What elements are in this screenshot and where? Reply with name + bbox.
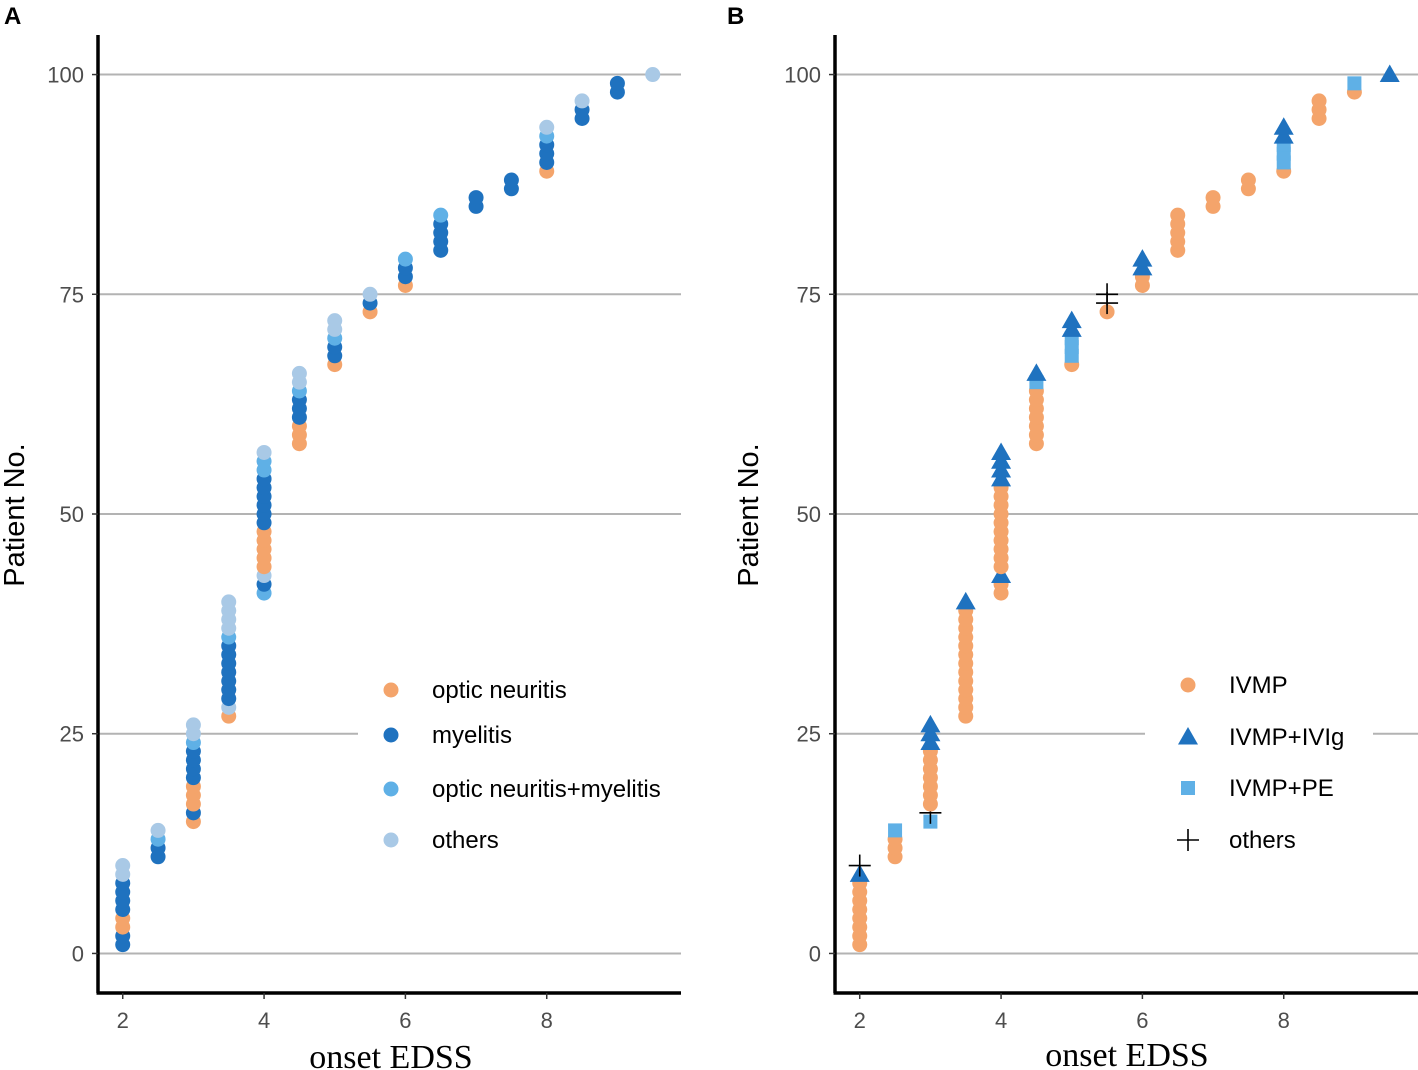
y-tick-label: 0 [72, 941, 84, 966]
data-point [362, 286, 378, 302]
y-tick-label: 100 [47, 63, 84, 88]
data-point [991, 565, 1012, 584]
data-points [115, 67, 661, 953]
data-point [185, 717, 201, 733]
legend-marker [383, 727, 399, 743]
y-tick-label: 100 [784, 63, 821, 88]
y-tick-label: 25 [797, 722, 821, 747]
x-tick-label: 8 [1278, 1008, 1290, 1033]
data-point [1061, 319, 1082, 337]
data-point [1273, 117, 1294, 135]
y-axis-title: Patient No. [0, 443, 31, 586]
legend-marker [1178, 727, 1198, 745]
data-point [503, 172, 519, 188]
data-point [991, 460, 1012, 478]
legend-box [1145, 658, 1373, 864]
legend-marker [1177, 829, 1199, 851]
legend-label: myelitis [432, 722, 512, 749]
legend-marker [1181, 781, 1195, 795]
data-point [1240, 172, 1256, 188]
data-point [1347, 76, 1362, 91]
data-point [645, 67, 661, 83]
data-point [1132, 257, 1153, 276]
tick-labels: 0 25 50 75 100 2 4 6 8 [784, 63, 1290, 1033]
legend-marker [383, 682, 399, 698]
data-point [991, 468, 1012, 487]
data-point [1096, 283, 1119, 306]
y-tick-label: 50 [60, 502, 84, 527]
legend-box [358, 660, 688, 862]
data-point [991, 451, 1012, 469]
legend-marker [383, 832, 399, 848]
legend: optic neuritis myelitis optic neuritis+mye… [383, 677, 661, 854]
y-tick-label: 25 [60, 722, 84, 747]
y-tick-label: 75 [60, 282, 84, 307]
data-point [1170, 207, 1186, 223]
data-point [1311, 93, 1327, 109]
y-tick-label: 0 [809, 941, 821, 966]
data-point [150, 822, 166, 838]
data-point [1205, 190, 1221, 206]
legend: IVMP IVMP+IVIg IVMP+PE others [1177, 672, 1344, 854]
y-tick-label: 50 [797, 502, 821, 527]
x-tick-label: 2 [117, 1008, 129, 1033]
legend-label: optic neuritis+myelitis [432, 776, 661, 803]
panel-letter: A [4, 3, 21, 30]
data-point [609, 75, 625, 91]
data-point [888, 823, 903, 838]
legend-marker [383, 781, 399, 797]
data-point [291, 365, 307, 381]
legend-label: IVMP+IVIg [1229, 724, 1344, 751]
data-point [433, 207, 449, 223]
data-point [991, 442, 1012, 460]
legend-label: others [432, 827, 499, 854]
data-point [920, 732, 941, 751]
data-point [221, 594, 237, 610]
data-point [1061, 310, 1082, 329]
data-point [920, 723, 941, 742]
y-tick-label: 75 [797, 282, 821, 307]
x-axis-title: onset EDSS [309, 1039, 472, 1070]
tick-labels: 0 25 50 75 100 2 4 6 8 [47, 63, 553, 1033]
x-tick-label: 6 [1136, 1008, 1148, 1033]
legend-label: IVMP+PE [1229, 775, 1334, 802]
x-tick-label: 4 [995, 1008, 1007, 1033]
legend-background [1145, 658, 1373, 864]
legend-label: others [1229, 827, 1296, 854]
data-point [574, 93, 590, 109]
x-tick-label: 2 [854, 1008, 866, 1033]
data-point [327, 313, 343, 329]
legend-marker [1180, 677, 1196, 693]
data-point [397, 251, 413, 267]
data-point [848, 854, 871, 877]
data-point [1132, 249, 1153, 267]
legend-background [358, 660, 688, 862]
panel-letter: B [727, 3, 744, 30]
data-point [539, 119, 555, 135]
x-tick-label: 8 [541, 1008, 553, 1033]
x-tick-label: 6 [399, 1008, 411, 1033]
data-points [848, 64, 1400, 953]
data-point [1379, 64, 1400, 83]
data-point [256, 444, 272, 460]
legend-label: optic neuritis [432, 677, 567, 704]
y-axis-title: Patient No. [733, 443, 765, 586]
x-tick-label: 4 [258, 1008, 270, 1033]
legend-label: IVMP [1229, 672, 1288, 699]
data-point [920, 714, 941, 733]
data-point [115, 858, 131, 874]
data-point [1273, 126, 1294, 144]
x-axis-title: onset EDSS [1045, 1037, 1208, 1070]
data-point [955, 591, 976, 610]
data-point [468, 190, 484, 206]
data-point [1026, 363, 1047, 381]
